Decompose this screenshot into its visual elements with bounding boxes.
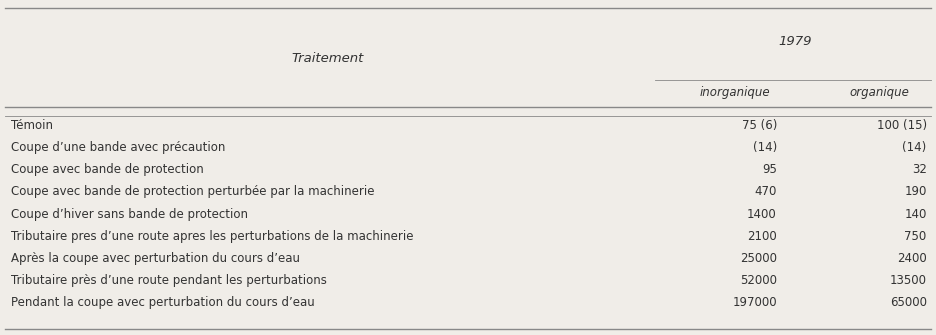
Text: (14): (14)	[753, 141, 777, 154]
Text: 100 (15): 100 (15)	[876, 119, 927, 132]
Text: 65000: 65000	[889, 296, 927, 309]
Text: Après la coupe avec perturbation du cours d’eau: Après la coupe avec perturbation du cour…	[11, 252, 300, 265]
Text: organique: organique	[850, 86, 910, 98]
Text: 750: 750	[904, 230, 927, 243]
Text: Pendant la coupe avec perturbation du cours d’eau: Pendant la coupe avec perturbation du co…	[11, 296, 315, 309]
Text: Tributaire près d’une route pendant les perturbations: Tributaire près d’une route pendant les …	[11, 274, 327, 287]
Text: 2100: 2100	[747, 230, 777, 243]
Text: Coupe d’une bande avec précaution: Coupe d’une bande avec précaution	[11, 141, 226, 154]
Text: Coupe avec bande de protection: Coupe avec bande de protection	[11, 163, 204, 176]
Text: 75 (6): 75 (6)	[741, 119, 777, 132]
Text: Traitement: Traitement	[291, 52, 364, 65]
Text: 25000: 25000	[739, 252, 777, 265]
Text: 32: 32	[912, 163, 927, 176]
Text: 140: 140	[904, 208, 927, 220]
Text: 2400: 2400	[897, 252, 927, 265]
Text: Coupe d’hiver sans bande de protection: Coupe d’hiver sans bande de protection	[11, 208, 248, 220]
Text: (14): (14)	[902, 141, 927, 154]
Text: inorganique: inorganique	[699, 86, 770, 98]
Text: 1400: 1400	[747, 208, 777, 220]
Text: 52000: 52000	[739, 274, 777, 287]
Text: Témoin: Témoin	[11, 119, 53, 132]
Text: Coupe avec bande de protection perturbée par la machinerie: Coupe avec bande de protection perturbée…	[11, 186, 374, 198]
Text: 197000: 197000	[732, 296, 777, 309]
Text: 95: 95	[762, 163, 777, 176]
Text: Tributaire pres d’une route apres les perturbations de la machinerie: Tributaire pres d’une route apres les pe…	[11, 230, 414, 243]
Text: 470: 470	[754, 186, 777, 198]
Text: 1979: 1979	[779, 36, 812, 48]
Text: 13500: 13500	[889, 274, 927, 287]
Text: 190: 190	[904, 186, 927, 198]
